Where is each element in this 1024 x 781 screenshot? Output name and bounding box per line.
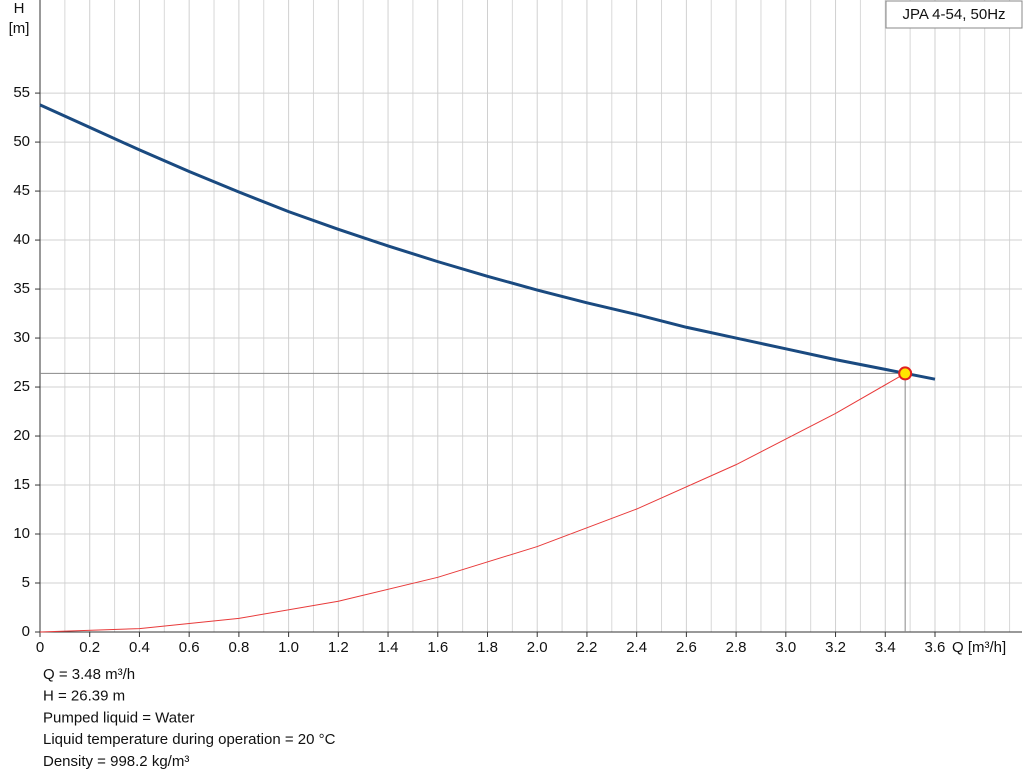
y-tick-label: 25 [13, 378, 30, 395]
y-tick-label: 50 [13, 133, 30, 150]
y-axis-label: [m] [9, 20, 30, 37]
x-tick-label: 1.8 [477, 639, 498, 656]
info-line: H = 26.39 m [43, 688, 125, 705]
y-tick-label: 30 [13, 329, 30, 346]
x-tick-label: 0.6 [179, 639, 200, 656]
info-line: Pumped liquid = Water [43, 709, 195, 726]
x-tick-label: 0.2 [79, 639, 100, 656]
x-tick-label: 2.6 [676, 639, 697, 656]
y-tick-label: 5 [22, 574, 30, 591]
curve [39, 372, 906, 633]
x-tick-label: 1.2 [328, 639, 349, 656]
x-tick-label: 3.6 [925, 639, 946, 656]
x-tick-label: 0.8 [228, 639, 249, 656]
x-tick-label: 0.4 [129, 639, 150, 656]
x-tick-label: 2.2 [577, 639, 598, 656]
x-tick-label: 1.6 [427, 639, 448, 656]
x-tick-label: 1.0 [278, 639, 299, 656]
y-tick-label: 15 [13, 476, 30, 493]
y-tick-label: 20 [13, 427, 30, 444]
y-tick-label: 55 [13, 84, 30, 101]
x-tick-label: 2.4 [626, 639, 647, 656]
y-tick-label: 0 [22, 623, 30, 640]
x-axis-label: Q [m³/h] [952, 639, 1006, 656]
y-tick-label: 10 [13, 525, 30, 542]
x-tick-label: 2.8 [726, 639, 747, 656]
x-tick-label: 3.2 [825, 639, 846, 656]
y-tick-label: 45 [13, 182, 30, 199]
info-line: Q = 3.48 m³/h [43, 666, 135, 683]
x-tick-label: 1.4 [378, 639, 399, 656]
x-tick-label: 3.4 [875, 639, 896, 656]
legend-text: JPA 4-54, 50Hz [902, 6, 1005, 23]
operating-point [898, 366, 913, 381]
y-tick-label: 35 [13, 280, 30, 297]
y-tick-label: 40 [13, 231, 30, 248]
legend-box [885, 0, 1023, 29]
x-tick-label: 3.0 [775, 639, 796, 656]
info-line: Density = 998.2 kg/m³ [43, 753, 189, 770]
info-line: Liquid temperature during operation = 20… [43, 731, 336, 748]
y-axis-label: H [14, 0, 25, 17]
curve [39, 103, 936, 381]
x-tick-label: 2.0 [527, 639, 548, 656]
x-tick-label: 0 [36, 639, 44, 656]
